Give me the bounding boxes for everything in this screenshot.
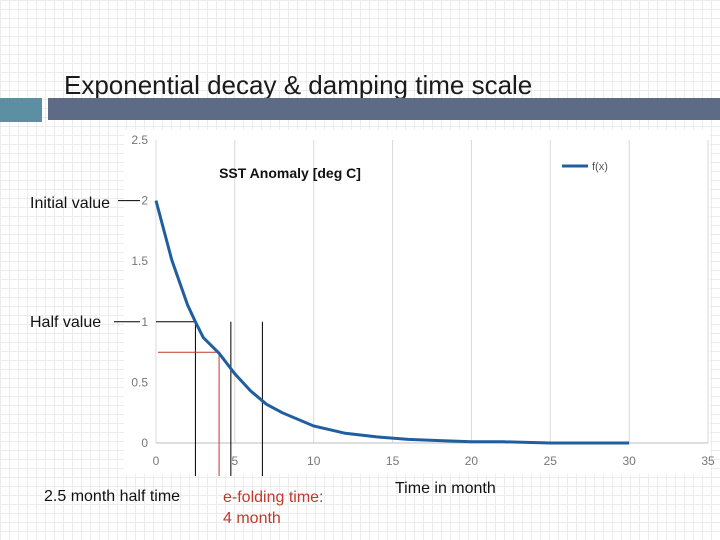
y-tick-label: 2 (141, 194, 148, 208)
slide-title: Exponential decay & damping time scale (64, 70, 533, 100)
x-tick-label: 5 (232, 454, 239, 468)
x-tick-label: 25 (544, 454, 558, 468)
chart-title: SST Anomaly [deg C] (219, 165, 361, 181)
x-tick-label: 20 (465, 454, 479, 468)
x-tick-label: 15 (386, 454, 400, 468)
legend: f(x) (562, 161, 608, 173)
efold-label-line2: 4 month (223, 510, 281, 527)
half-value-label: Half value (30, 314, 102, 331)
x-tick-label: 0 (153, 454, 160, 468)
chart-area (124, 130, 710, 474)
y-tick-label: 0.5 (131, 375, 148, 389)
legend-label: f(x) (592, 161, 608, 173)
title-accent-bar (48, 98, 720, 120)
half-time-label: 2.5 month half time (44, 488, 181, 505)
grid-lines (155, 140, 709, 444)
initial-value-label: Initial value (30, 195, 111, 212)
x-tick-label: 30 (622, 454, 636, 468)
y-tick-label: 1 (141, 315, 148, 329)
title-accent-block (0, 98, 42, 122)
y-tick-label: 1.5 (131, 254, 148, 268)
y-tick-label: 0 (141, 436, 148, 450)
axis-ticks: 0 5 10 15 20 25 30 35 0 0.5 1 1.5 2 2.5 (131, 133, 715, 468)
time-axis-label: Time in month (395, 480, 496, 497)
x-tick-label: 35 (701, 454, 715, 468)
y-tick-label: 2.5 (131, 133, 148, 147)
x-tick-label: 10 (307, 454, 321, 468)
efold-label-line1: e-folding time: (223, 489, 324, 506)
series-line (154, 200, 630, 445)
